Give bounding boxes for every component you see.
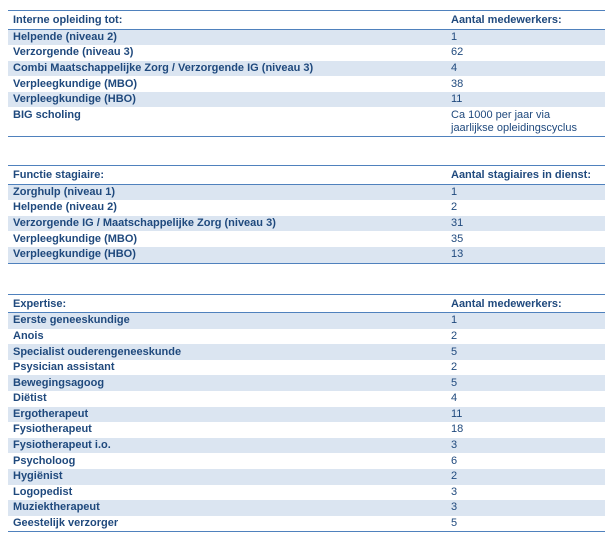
value-cell: 4 (451, 392, 458, 405)
interne-opleiding-table: Interne opleiding tot: Aantal medewerker… (8, 10, 605, 138)
header-row: Functie stagiaire: Aantal stagiaires in … (8, 165, 605, 185)
value-cell: 31 (451, 217, 464, 230)
label-cell: Geestelijk verzorger (13, 517, 119, 530)
label-cell: Eerste geneeskundige (13, 314, 130, 327)
value-cell: 2 (451, 361, 458, 374)
value-cell: 11 (451, 93, 463, 106)
label-cell: Specialist ouderengeneeskunde (13, 345, 182, 358)
value-cell: 38 (451, 77, 464, 90)
label-cell: BIG scholing (13, 108, 81, 121)
label-cell: Verpleegkundige (MBO) (13, 232, 138, 245)
value-cell: 5 (451, 345, 458, 358)
value-cell: Ca 1000 per jaar via jaarlijkse opleidin… (451, 108, 577, 134)
value-cell: 3 (451, 501, 458, 514)
table-row: Verzorgende (niveau 3) 62 (8, 45, 605, 61)
table-row: Bewegingsagoog 5 (8, 375, 605, 391)
label-cell: Verzorgende (niveau 3) (13, 46, 134, 59)
table-row: Muziektherapeut 3 (8, 500, 605, 516)
table-row: Eerste geneeskundige 1 (8, 312, 605, 329)
col-header-aantal: Aantal stagiaires in dienst: (446, 165, 605, 185)
table-row: Fysiotherapeut i.o. 3 (8, 437, 605, 454)
label-cell: Verpleegkundige (HBO) (13, 93, 136, 106)
label-cell: Psycholoog (13, 454, 76, 467)
value-cell: 2 (451, 201, 458, 214)
table-row: Verpleegkundige (MBO) 38 (8, 76, 605, 92)
table-row: Anois 2 (8, 329, 605, 345)
label-cell: Logopedist (13, 485, 73, 498)
table-row: Psycholoog 6 (8, 453, 605, 469)
value-cell: 5 (451, 376, 458, 389)
table-row: BIG scholing Ca 1000 per jaar via jaarlij… (8, 107, 605, 136)
table-row: Helpende (niveau 2) 2 (8, 200, 605, 216)
expertise-table: Expertise: Aantal medewerkers: Eerste ge… (8, 293, 605, 533)
label-cell: Ergotherapeut (13, 407, 89, 420)
label-cell: Psysician assistant (13, 361, 115, 374)
value-cell: 1 (451, 185, 458, 198)
col-header-expertise: Expertise: (8, 294, 446, 314)
label-cell: Verpleegkundige (HBO) (13, 248, 136, 261)
value-cell: 2 (451, 329, 458, 342)
table-row: Verpleegkundige (MBO) 35 (8, 231, 605, 247)
value-cell: 1 (451, 314, 458, 327)
table-row: Geestelijk verzorger 5 (8, 516, 605, 532)
table-row: Verzorgende IG / Maatschappelijke Zorg (… (8, 215, 605, 232)
table-row: Logopedist 3 (8, 485, 605, 501)
label-cell: Zorghulp (niveau 1) (13, 185, 116, 198)
table-row: Verpleegkundige (HBO) 13 (8, 246, 605, 264)
value-cell: 13 (451, 248, 464, 261)
value-cell: 6 (451, 454, 458, 467)
label-cell: Hygiënist (13, 470, 63, 483)
col-header-opleiding: Interne opleiding tot: (8, 10, 446, 30)
label-cell: Diëtist (13, 392, 47, 405)
label-cell: Helpende (niveau 2) (13, 30, 117, 43)
table-row: Diëtist 4 (8, 391, 605, 407)
header-row: Expertise: Aantal medewerkers: (8, 294, 605, 314)
table-row: Hygiënist 2 (8, 468, 605, 485)
table-row: Ergotherapeut 11 (8, 406, 605, 423)
value-cell: 5 (451, 517, 458, 530)
table-row: Specialist ouderengeneeskunde 5 (8, 344, 605, 360)
value-cell: 35 (451, 232, 464, 245)
label-cell: Fysiotherapeut i.o. (13, 439, 111, 452)
label-cell: Bewegingsagoog (13, 376, 105, 389)
col-header-aantal: Aantal medewerkers: (446, 294, 605, 314)
value-cell: 11 (451, 407, 463, 420)
value-cell: 1 (451, 30, 458, 43)
table-row: Verpleegkundige (HBO) 11 (8, 91, 605, 108)
label-cell: Verpleegkundige (MBO) (13, 77, 138, 90)
header-row: Interne opleiding tot: Aantal medewerker… (8, 10, 605, 30)
table-row: Psysician assistant 2 (8, 360, 605, 376)
label-cell: Anois (13, 329, 44, 342)
label-cell: Muziektherapeut (13, 501, 100, 514)
value-cell: 4 (451, 61, 458, 74)
table-row: Combi Maatschappelijke Zorg / Verzorgend… (8, 60, 605, 77)
label-cell: Helpende (niveau 2) (13, 201, 117, 214)
value-cell: 3 (451, 485, 458, 498)
value-cell: 2 (451, 470, 458, 483)
functie-stagiaire-table: Functie stagiaire: Aantal stagiaires in … (8, 165, 605, 264)
table-row: Zorghulp (niveau 1) 1 (8, 184, 605, 201)
table-row: Fysiotherapeut 18 (8, 422, 605, 438)
table-row: Helpende (niveau 2) 1 (8, 29, 605, 46)
label-cell: Verzorgende IG / Maatschappelijke Zorg (… (13, 217, 276, 230)
col-header-aantal: Aantal medewerkers: (446, 10, 605, 30)
value-cell: 3 (451, 439, 458, 452)
label-cell: Fysiotherapeut (13, 423, 92, 436)
label-cell: Combi Maatschappelijke Zorg / Verzorgend… (13, 61, 314, 74)
value-cell: 18 (451, 423, 464, 436)
value-cell: 62 (451, 46, 464, 59)
col-header-functie: Functie stagiaire: (8, 165, 446, 185)
